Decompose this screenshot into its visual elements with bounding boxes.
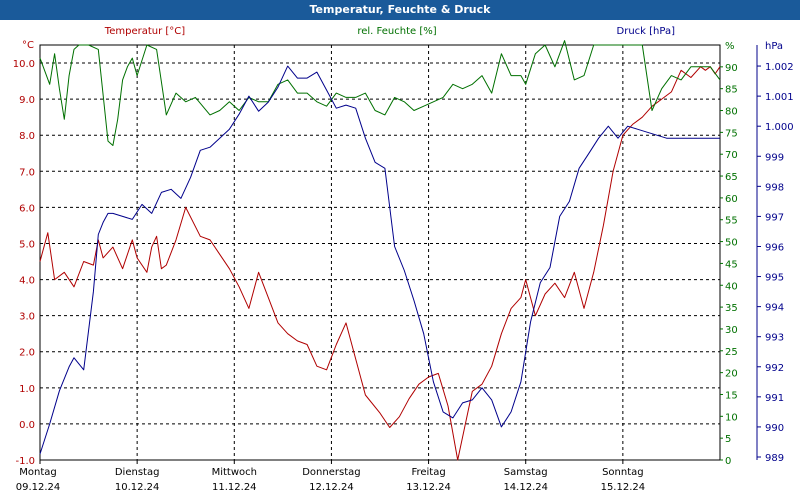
temperature-tick-label: 4.0 xyxy=(19,276,35,287)
x-tick-date: 11.12.24 xyxy=(212,482,257,493)
chart-canvas: °C -1.0 0.0 1.0 2.0 3.0 4.0 5.0 6.0 7.0 8.0 9.0 10.0… xyxy=(13,26,794,493)
temperature-tick-label: 9.0 xyxy=(19,95,35,106)
humidity-axis-title: rel. Feuchte [%] xyxy=(357,26,436,37)
temperature-tick-label: 10.0 xyxy=(13,59,35,70)
temperature-tick-label: 2.0 xyxy=(19,348,35,359)
humidity-tick-label: 0 xyxy=(725,456,731,467)
grid-lines xyxy=(40,45,720,460)
x-tick-date: 14.12.24 xyxy=(503,482,548,493)
temperature-tick-label: 6.0 xyxy=(19,203,35,214)
x-tick-weekday: Sonntag xyxy=(602,467,644,478)
chart-title: Temperatur, Feuchte & Druck xyxy=(309,3,491,16)
pressure-tick-label: 998 xyxy=(765,182,784,193)
pressure-tick-label: 990 xyxy=(765,423,784,434)
pressure-tick-label: 991 xyxy=(765,393,784,404)
temperature-tick-label: -1.0 xyxy=(15,456,35,467)
x-tick-weekday: Samstag xyxy=(504,467,548,478)
humidity-tick-label: 5 xyxy=(725,434,731,445)
pressure-tick-label: 1.002 xyxy=(765,62,794,73)
humidity-tick-label: 65 xyxy=(725,172,738,183)
x-tick-weekday: Freitag xyxy=(411,467,445,478)
humidity-tick-label: 45 xyxy=(725,259,738,270)
humidity-tick-label: 15 xyxy=(725,390,738,401)
pressure-tick-label: 989 xyxy=(765,453,784,464)
humidity-tick-label: 30 xyxy=(725,325,738,336)
humidity-tick-label: 60 xyxy=(725,194,738,205)
humidity-tick-label: 50 xyxy=(725,238,738,249)
pressure-tick-label: 1.000 xyxy=(765,122,794,133)
humidity-tick-label: 25 xyxy=(725,347,738,358)
humidity-tick-label: 85 xyxy=(725,85,738,96)
temperature-tick-label: 1.0 xyxy=(19,384,35,395)
series-lines xyxy=(39,40,721,461)
pressure-tick-label: 995 xyxy=(765,273,784,284)
axis-labels: °C -1.0 0.0 1.0 2.0 3.0 4.0 5.0 6.0 7.0 8.0 9.0 10.0… xyxy=(13,26,794,493)
pressure-tick-label: 993 xyxy=(765,333,784,344)
x-tick-weekday: Donnerstag xyxy=(302,467,360,478)
temperature-tick-label: 7.0 xyxy=(19,167,35,178)
pressure-tick-label: 1.001 xyxy=(765,92,794,103)
pressure-tick-label: 996 xyxy=(765,242,784,253)
pressure-tick-label: 992 xyxy=(765,363,784,374)
x-tick-date: 10.12.24 xyxy=(115,482,160,493)
humidity-tick-label: 20 xyxy=(725,369,738,380)
pressure-tick-label: 994 xyxy=(765,303,784,314)
humidity-tick-label: 35 xyxy=(725,303,738,314)
series-line-humidity xyxy=(39,40,721,146)
humidity-tick-label: 90 xyxy=(725,63,738,74)
x-tick-weekday: Mittwoch xyxy=(212,467,257,478)
temperature-tick-label: 5.0 xyxy=(19,239,35,250)
humidity-tick-label: 10 xyxy=(725,412,738,423)
x-tick-date: 13.12.24 xyxy=(406,482,451,493)
humidity-tick-label: 40 xyxy=(725,281,738,292)
humidity-tick-label: 80 xyxy=(725,107,738,118)
axes xyxy=(39,44,761,464)
chart-title-bar: Temperatur, Feuchte & Druck xyxy=(0,0,800,20)
temperature-tick-label: 3.0 xyxy=(19,312,35,323)
temperature-unit-label: °C xyxy=(22,40,34,51)
pressure-tick-label: 999 xyxy=(765,152,784,163)
x-tick-date: 12.12.24 xyxy=(309,482,354,493)
x-tick-weekday: Dienstag xyxy=(115,467,160,478)
pressure-tick-label: 997 xyxy=(765,212,784,223)
temperature-tick-label: 8.0 xyxy=(19,131,35,142)
temperature-axis-title: Temperatur [°C] xyxy=(104,26,185,37)
series-line-temperature xyxy=(39,66,721,461)
pressure-axis-title: Druck [hPa] xyxy=(617,26,676,37)
series-line-pressure xyxy=(39,65,720,455)
humidity-tick-label: 70 xyxy=(725,150,738,161)
x-tick-date: 09.12.24 xyxy=(16,482,61,493)
temperature-tick-label: 0.0 xyxy=(19,420,35,431)
humidity-tick-label: 75 xyxy=(725,128,738,139)
plot-frame xyxy=(39,44,721,461)
humidity-tick-label: 55 xyxy=(725,216,738,227)
x-tick-weekday: Montag xyxy=(19,467,56,478)
pressure-unit-label: hPa xyxy=(765,41,783,52)
x-tick-date: 15.12.24 xyxy=(601,482,646,493)
humidity-unit-label: % xyxy=(725,41,735,52)
